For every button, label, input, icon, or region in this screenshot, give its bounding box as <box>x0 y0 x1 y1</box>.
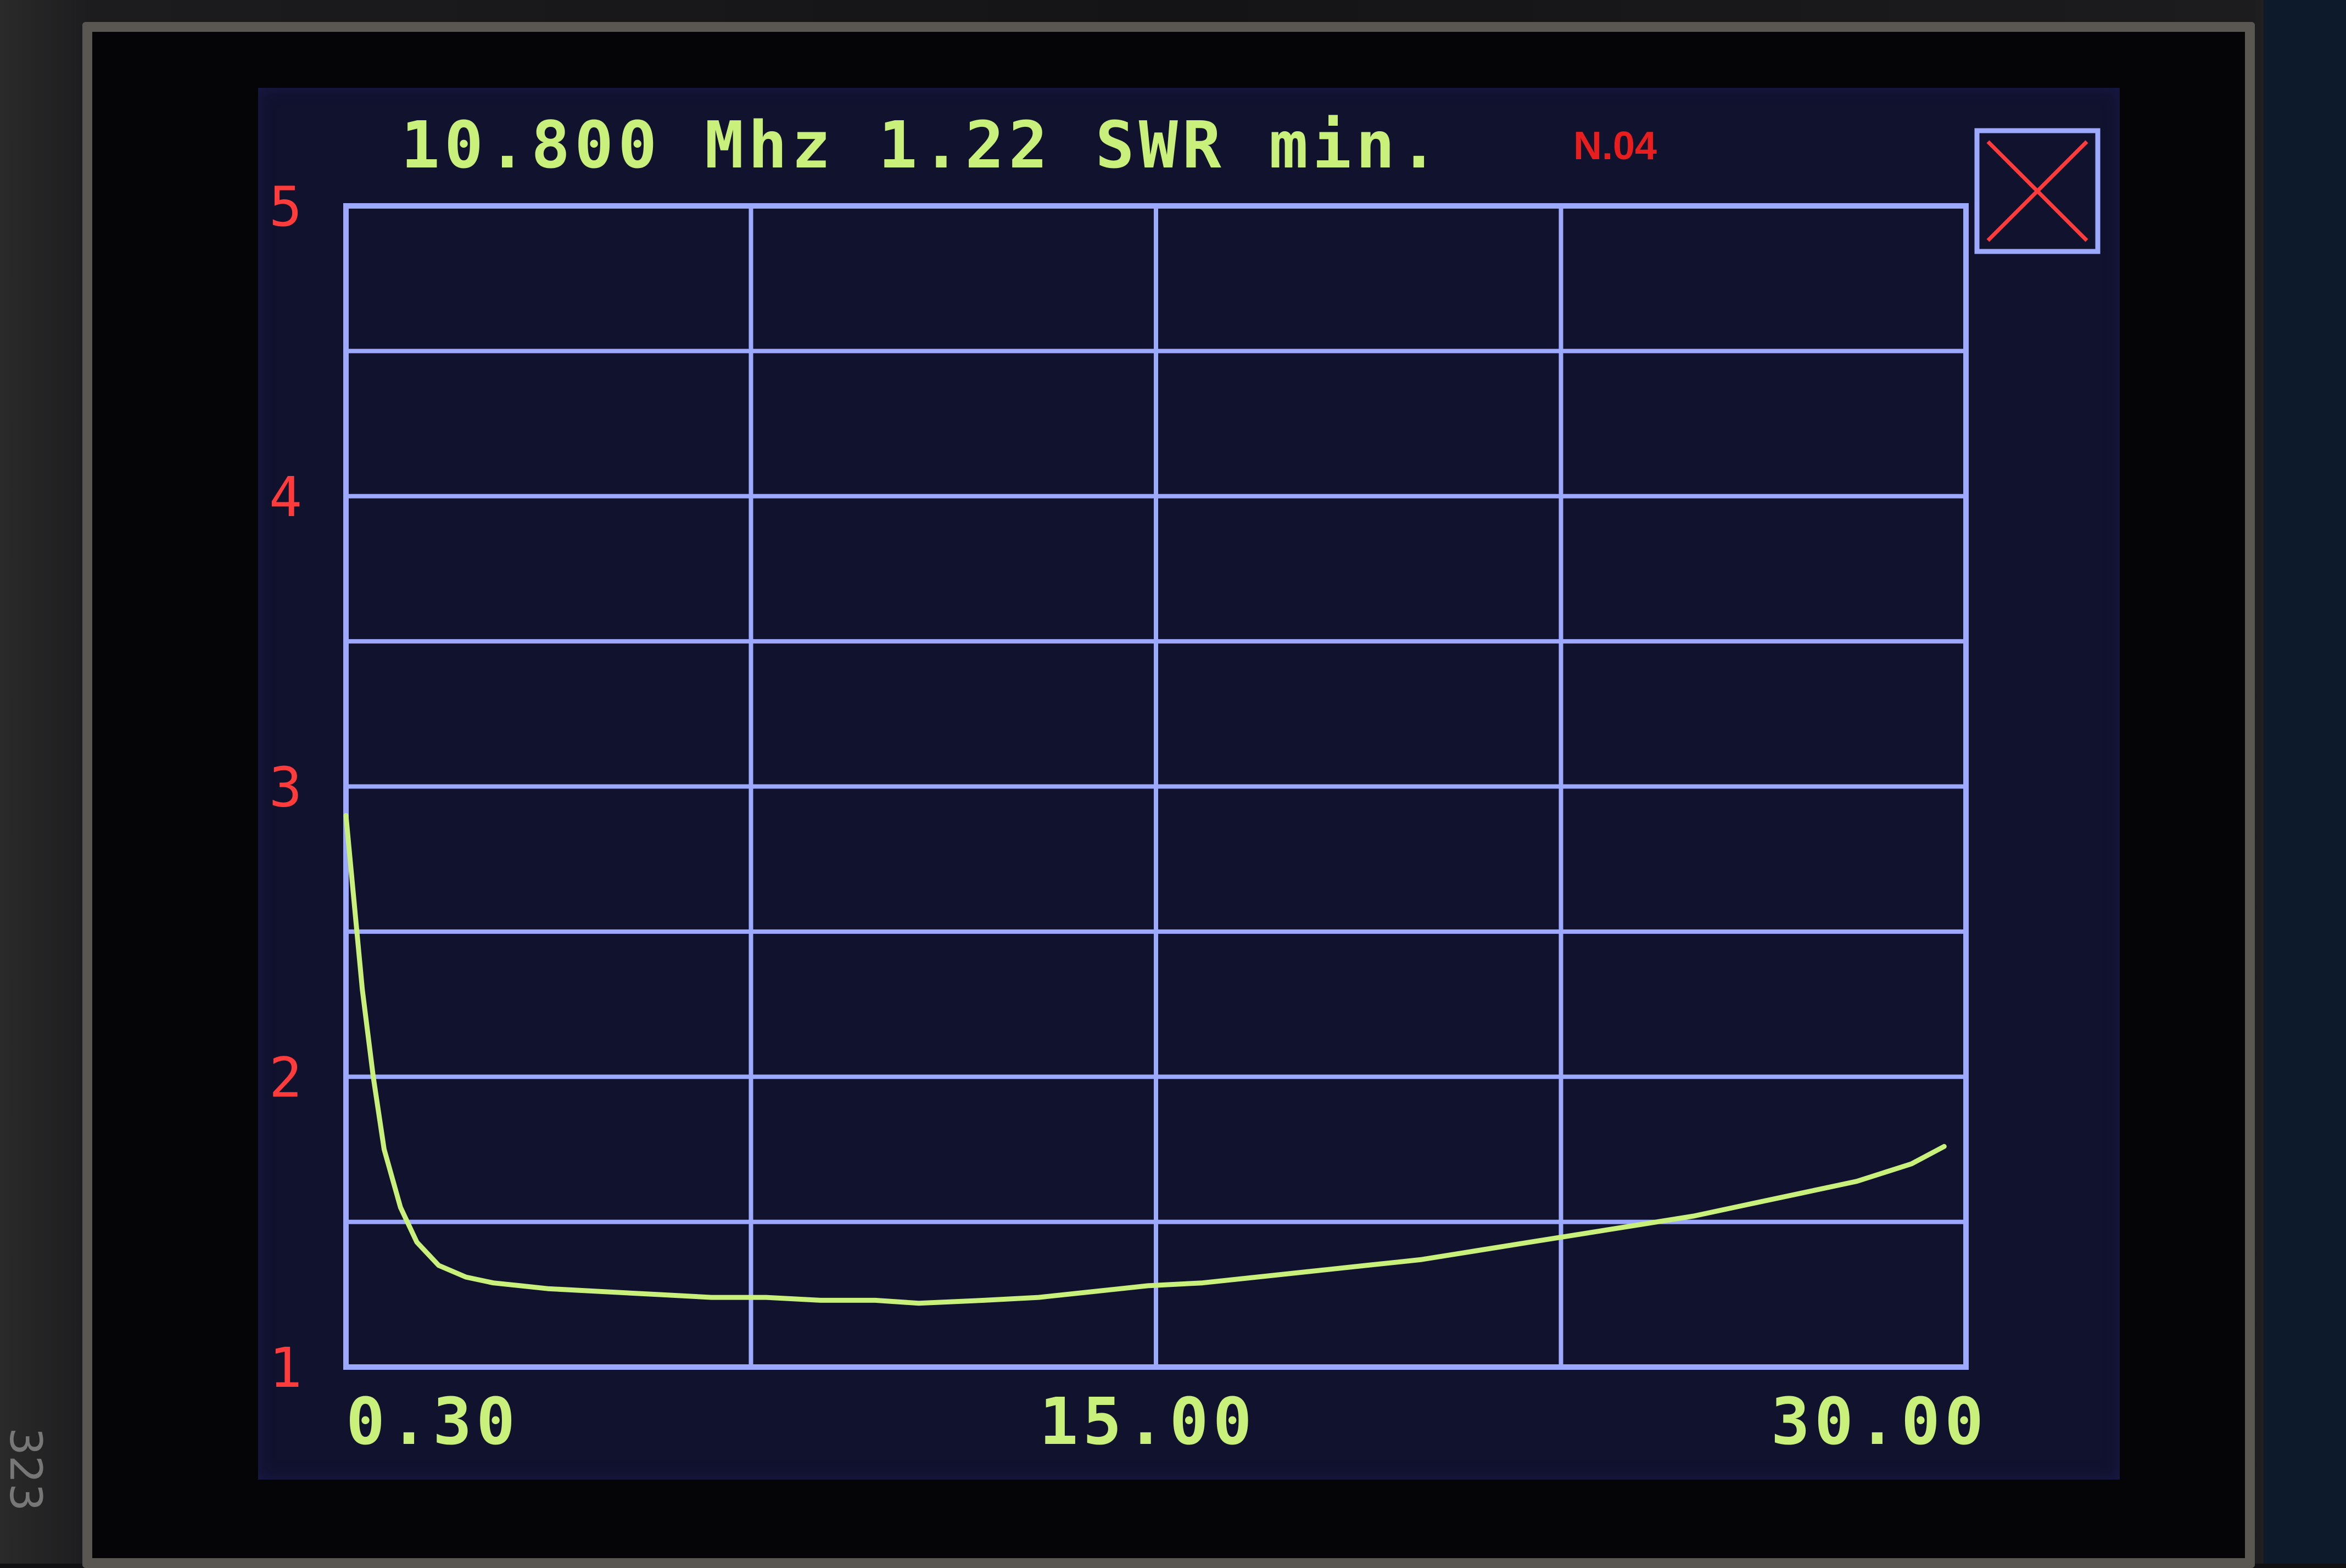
y-tick-label: 2 <box>269 1045 302 1110</box>
swr-line <box>343 813 1947 1306</box>
chart-grid <box>343 203 1969 1370</box>
swr-trace <box>343 813 1947 1306</box>
pcb-board-edge <box>2264 0 2346 1564</box>
lcd-screen: 10.800 Mhz 1.22 SWR min. N.04 1 2 3 4 5 0.30… <box>258 88 2120 1480</box>
y-tick-label: 5 <box>269 175 302 239</box>
y-tick-label: 3 <box>269 755 302 820</box>
y-tick-label: 4 <box>269 465 302 529</box>
x-tick-label: 30.00 <box>1771 1384 1988 1459</box>
close-x-icon[interactable] <box>1986 140 2088 242</box>
y-tick-label: 1 <box>269 1336 302 1400</box>
x-axis-ticks: 0.30 15.00 30.00 <box>346 1384 1988 1459</box>
x-tick-label: 15.00 <box>1039 1384 1256 1459</box>
y-axis-ticks: 1 2 3 4 5 <box>269 175 302 1400</box>
swr-chart: 10.800 Mhz 1.22 SWR min. N.04 1 2 3 4 5 0.30… <box>269 107 2101 1459</box>
x-tick-label: 0.30 <box>346 1384 520 1459</box>
close-button-frame[interactable] <box>1974 128 2101 254</box>
frequency-swr-readout: 10.800 Mhz 1.22 SWR min. <box>401 107 1443 183</box>
board-label: 323 <box>0 1427 51 1511</box>
version-badge: N.04 <box>1573 124 1657 168</box>
close-button[interactable] <box>1974 128 2101 254</box>
